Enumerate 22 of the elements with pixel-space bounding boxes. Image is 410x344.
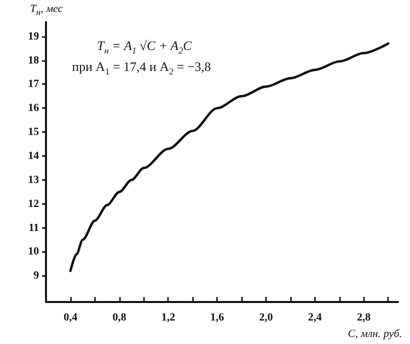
y-axis-title: T$_{н}$, мес [30,3,63,18]
y-tick-label: 16 [28,102,40,114]
x-tick-label: 1,2 [161,312,176,324]
x-axis-title: C, млн. руб. [348,328,402,340]
y-tick-label: 10 [28,246,40,258]
x-tick-label: 0,8 [112,312,127,324]
y-tick-label: 18 [28,54,40,66]
y-tick-label: 9 [34,270,40,282]
x-tick-label: 1,6 [210,312,224,324]
y-tick-label: 11 [28,222,39,234]
x-tick-label: 2,8 [356,312,372,324]
y-tick-label: 15 [28,126,40,138]
annotation: при A$_{1}$ = 17,4 и A$_{2}$ = −3,8 [72,59,211,77]
x-tick-label: 0,4 [64,312,78,324]
y-tick-label: 13 [28,174,40,186]
y-tick-label: 19 [28,30,40,42]
annotation: T$_{н}$ = A$_{1}$ √C + A$_{2}$C [97,38,192,56]
x-tick-label: 2,0 [259,312,274,324]
y-tick-label: 12 [28,198,40,210]
y-tick-label: 17 [28,78,40,90]
y-tick-label: 14 [28,150,40,162]
x-tick-label: 2,4 [308,312,322,324]
